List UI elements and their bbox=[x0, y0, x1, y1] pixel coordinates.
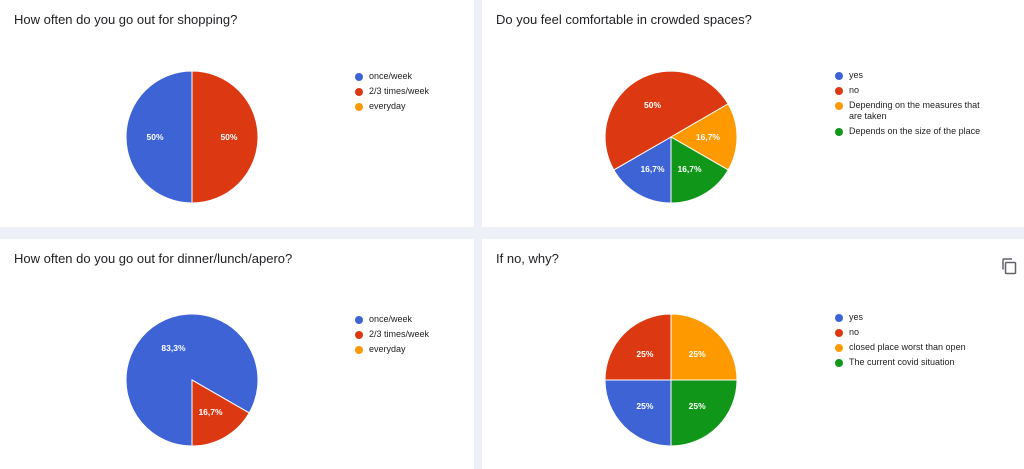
legend-item: 2/3 times/week bbox=[355, 86, 474, 97]
legend-item: closed place worst than open bbox=[835, 342, 989, 353]
pie-slice bbox=[613, 136, 672, 204]
legend-swatch bbox=[355, 102, 363, 111]
legend-label: everyday bbox=[369, 344, 406, 354]
legend-label: yes bbox=[849, 312, 864, 322]
legend-swatch bbox=[835, 358, 843, 367]
legend-swatch bbox=[835, 127, 843, 136]
legend-label: yes bbox=[849, 70, 864, 80]
legend-swatch bbox=[355, 315, 363, 324]
pie-chart: 25% 25% 25% 25% bbox=[604, 313, 738, 447]
pie-slice bbox=[604, 379, 672, 447]
legend-item: everyday bbox=[355, 344, 474, 355]
legend-swatch bbox=[355, 330, 363, 339]
legend-item: no bbox=[835, 327, 989, 338]
legend-swatch bbox=[835, 101, 843, 110]
legend-label: The current covid situation bbox=[849, 357, 955, 367]
legend-label: 2/3 times/week bbox=[369, 329, 430, 339]
legend-swatch bbox=[355, 345, 363, 354]
legend-label: once/week bbox=[369, 71, 413, 81]
legend: once/week 2/3 times/week everyday bbox=[355, 71, 474, 116]
question-title: Do you feel comfortable in crowded space… bbox=[496, 12, 752, 27]
question-title: How often do you go out for dinner/lunch… bbox=[14, 251, 293, 266]
legend-item: everyday bbox=[355, 101, 474, 112]
legend-item: Depends on the size of the place bbox=[835, 126, 989, 137]
pie-slice bbox=[125, 70, 193, 204]
slice-label: 25% bbox=[689, 349, 706, 359]
pie-chart: 16,7% 50% 16,7% 16,7% bbox=[604, 70, 738, 204]
legend-swatch bbox=[835, 328, 843, 337]
legend-item: Depending on the measures that are taken bbox=[835, 100, 989, 122]
legend-item: no bbox=[835, 85, 989, 96]
slice-label: 16,7% bbox=[198, 407, 223, 417]
legend-item: 2/3 times/week bbox=[355, 329, 474, 340]
slice-label: 16,7% bbox=[696, 132, 721, 142]
pie-slice bbox=[604, 313, 672, 381]
chart-card: If no, why? 25% 25% 25% 25% yes no closed pla… bbox=[482, 239, 1024, 469]
slice-label: 16,7% bbox=[640, 164, 665, 174]
chart-card: Do you feel comfortable in crowded space… bbox=[482, 0, 1024, 227]
legend-item: yes bbox=[835, 70, 989, 81]
slice-label: 50% bbox=[220, 132, 237, 142]
pie-slice bbox=[604, 70, 729, 171]
chart-card: How often do you go out for dinner/lunch… bbox=[0, 239, 474, 469]
legend-label: no bbox=[849, 85, 860, 95]
legend: yes no closed place worst than open The cur… bbox=[835, 312, 989, 372]
copy-icon bbox=[1002, 258, 1017, 275]
pie-slice bbox=[191, 379, 250, 447]
copy-button[interactable] bbox=[1000, 257, 1018, 275]
pie-chart: 50% 50% bbox=[125, 70, 259, 204]
question-title: How often do you go out for shopping? bbox=[14, 12, 238, 27]
slice-label: 50% bbox=[147, 132, 164, 142]
legend-label: once/week bbox=[369, 314, 413, 324]
legend-label: no bbox=[849, 327, 860, 337]
legend-label: 2/3 times/week bbox=[369, 86, 430, 96]
legend-label: Depending on the measures that are taken bbox=[849, 100, 980, 121]
pie-slice bbox=[670, 103, 738, 171]
pie-chart: 83,3% 16,7% bbox=[125, 313, 259, 447]
chart-card: How often do you go out for shopping? 50… bbox=[0, 0, 474, 227]
legend-swatch bbox=[835, 343, 843, 352]
legend-item: once/week bbox=[355, 71, 474, 82]
legend: once/week 2/3 times/week everyday bbox=[355, 314, 474, 359]
pie-slice bbox=[670, 136, 729, 204]
legend-item: once/week bbox=[355, 314, 474, 325]
pie-slice bbox=[191, 70, 259, 204]
slice-label: 16,7% bbox=[677, 164, 702, 174]
slice-label: 25% bbox=[689, 401, 706, 411]
question-title: If no, why? bbox=[496, 251, 559, 266]
slice-label: 25% bbox=[636, 401, 653, 411]
legend-label: Depends on the size of the place bbox=[849, 126, 981, 136]
legend-swatch bbox=[355, 72, 363, 81]
legend-label: closed place worst than open bbox=[849, 342, 966, 352]
slice-label: 83,3% bbox=[161, 343, 186, 353]
legend: yes no Depending on the measures that are … bbox=[835, 70, 989, 141]
pie-slice bbox=[670, 379, 738, 447]
slice-label: 50% bbox=[644, 100, 661, 110]
legend-swatch bbox=[835, 313, 843, 322]
legend-item: The current covid situation bbox=[835, 357, 989, 368]
pie-slice bbox=[670, 313, 738, 381]
legend-swatch bbox=[835, 86, 843, 95]
legend-label: everyday bbox=[369, 101, 406, 111]
legend-swatch bbox=[355, 87, 363, 96]
legend-swatch bbox=[835, 71, 843, 80]
slice-label: 25% bbox=[636, 349, 653, 359]
legend-item: yes bbox=[835, 312, 989, 323]
